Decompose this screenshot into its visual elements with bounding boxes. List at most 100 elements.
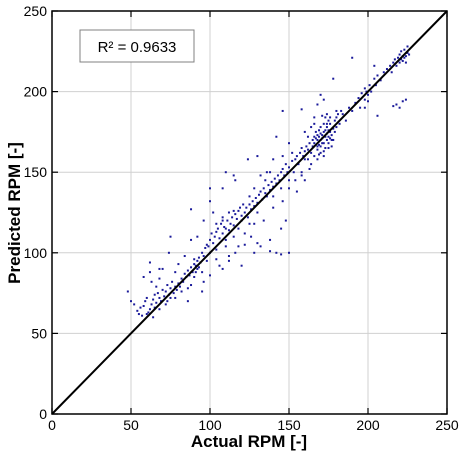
data-point bbox=[327, 129, 330, 132]
data-point bbox=[183, 272, 186, 275]
data-point bbox=[322, 130, 325, 133]
data-point bbox=[403, 48, 406, 51]
data-point bbox=[316, 103, 319, 106]
data-point bbox=[294, 179, 297, 182]
data-point bbox=[288, 187, 290, 190]
data-point bbox=[251, 200, 254, 203]
data-point bbox=[400, 58, 403, 61]
data-point bbox=[288, 166, 290, 169]
data-point bbox=[313, 142, 316, 145]
data-point bbox=[368, 84, 371, 87]
data-point bbox=[148, 271, 151, 274]
data-point bbox=[209, 187, 211, 190]
data-point bbox=[313, 155, 316, 158]
data-point bbox=[267, 184, 270, 187]
data-point bbox=[365, 90, 368, 93]
data-point bbox=[336, 113, 339, 116]
data-point bbox=[253, 251, 256, 254]
data-point bbox=[379, 79, 382, 82]
data-point bbox=[269, 171, 272, 174]
data-point bbox=[145, 313, 148, 316]
data-point bbox=[300, 147, 303, 150]
data-point bbox=[201, 290, 204, 293]
data-point bbox=[327, 147, 330, 150]
x-tick-labels: 0 50 100 150 200 250 bbox=[48, 417, 459, 433]
data-point bbox=[398, 106, 401, 109]
data-point bbox=[215, 248, 218, 251]
data-point bbox=[161, 288, 164, 291]
data-point bbox=[390, 71, 393, 74]
data-point bbox=[398, 61, 401, 64]
data-point bbox=[265, 195, 268, 198]
data-point bbox=[288, 251, 290, 254]
data-point bbox=[395, 64, 398, 67]
axis-ticks bbox=[51, 10, 448, 415]
data-point bbox=[395, 103, 398, 106]
data-point bbox=[202, 280, 205, 283]
data-point bbox=[243, 232, 246, 235]
data-point bbox=[373, 64, 376, 67]
data-point bbox=[221, 267, 224, 270]
data-point bbox=[330, 138, 333, 141]
data-point bbox=[237, 245, 240, 248]
data-point bbox=[234, 213, 237, 216]
data-point bbox=[359, 106, 362, 109]
r2-annotation: R² = 0.9633 bbox=[79, 29, 195, 63]
data-point bbox=[183, 255, 186, 258]
data-point bbox=[186, 287, 189, 290]
data-point bbox=[270, 180, 273, 183]
data-point bbox=[174, 271, 177, 274]
data-point bbox=[215, 222, 218, 225]
data-point bbox=[367, 93, 369, 96]
data-point bbox=[281, 155, 284, 158]
data-point bbox=[243, 243, 246, 246]
data-point bbox=[221, 219, 224, 222]
data-point bbox=[401, 59, 404, 62]
data-point bbox=[306, 135, 309, 138]
data-point bbox=[408, 53, 411, 56]
data-point bbox=[186, 300, 189, 303]
data-point bbox=[316, 138, 319, 141]
data-point bbox=[376, 74, 379, 77]
data-point bbox=[207, 245, 210, 248]
data-point bbox=[321, 114, 324, 117]
data-point bbox=[370, 90, 373, 93]
y-tick-label: 50 bbox=[31, 325, 47, 341]
data-point bbox=[253, 222, 256, 225]
data-point bbox=[324, 129, 327, 132]
data-point bbox=[224, 227, 227, 230]
data-point bbox=[351, 56, 354, 59]
data-point bbox=[169, 287, 172, 290]
data-point bbox=[141, 314, 144, 317]
data-point bbox=[404, 61, 407, 64]
data-point bbox=[327, 135, 330, 138]
data-point bbox=[212, 211, 215, 214]
data-point bbox=[363, 106, 366, 109]
data-point bbox=[269, 188, 272, 191]
data-point bbox=[201, 271, 204, 274]
r2-text: R² = 0.9633 bbox=[98, 39, 177, 56]
data-point bbox=[316, 148, 319, 151]
data-point bbox=[303, 130, 306, 133]
data-point bbox=[232, 235, 235, 238]
data-point bbox=[250, 208, 253, 211]
data-point bbox=[227, 211, 230, 214]
data-point bbox=[148, 308, 151, 311]
data-point bbox=[400, 50, 403, 53]
data-point bbox=[139, 306, 142, 309]
data-point bbox=[161, 267, 164, 270]
data-point bbox=[295, 190, 298, 193]
data-point bbox=[248, 222, 251, 225]
data-point bbox=[174, 285, 177, 288]
data-point bbox=[232, 174, 235, 177]
data-point bbox=[275, 135, 278, 138]
data-point bbox=[169, 235, 172, 238]
data-point bbox=[193, 263, 196, 266]
data-point bbox=[224, 245, 227, 248]
data-point bbox=[288, 142, 290, 145]
data-point bbox=[248, 203, 251, 206]
data-point bbox=[322, 122, 325, 125]
data-point bbox=[351, 109, 354, 112]
data-point bbox=[150, 303, 153, 306]
data-point bbox=[205, 243, 208, 246]
